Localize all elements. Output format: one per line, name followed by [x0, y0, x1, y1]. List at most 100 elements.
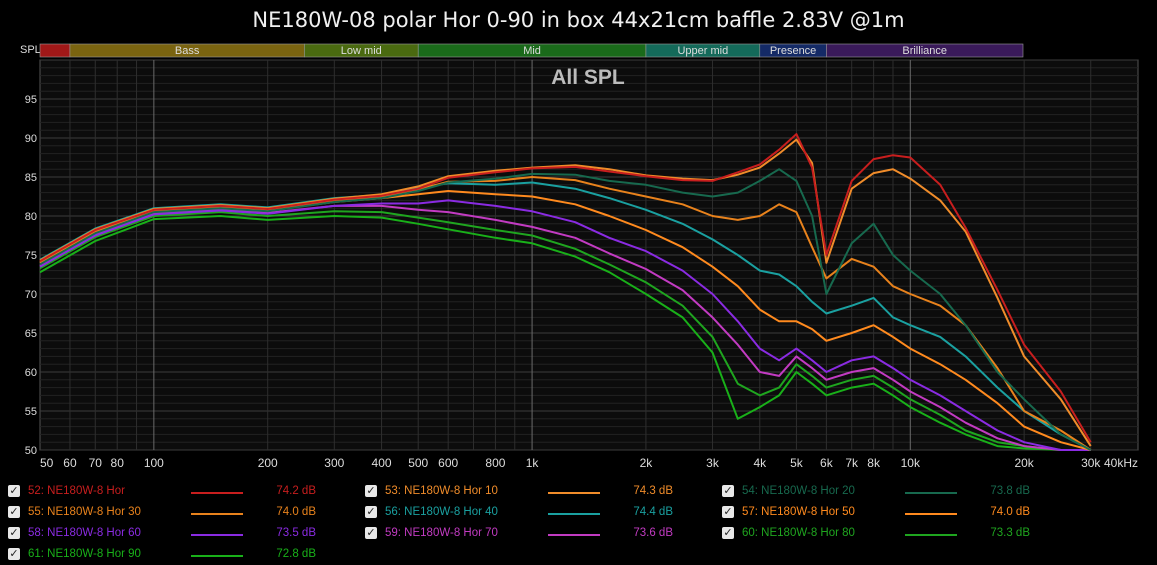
legend-swatch — [191, 492, 243, 494]
x-tick-label: 8k — [867, 456, 881, 470]
legend-value: 74.2 dB — [276, 485, 316, 497]
band-label: Brilliance — [902, 45, 947, 57]
checkbox[interactable]: ✓ — [722, 505, 734, 518]
band-label: Upper mid — [677, 45, 728, 57]
y-tick-label: 95 — [25, 94, 37, 106]
legend-item[interactable]: ✓ 59: NE180W-8 Hor 70 73.6 dB — [365, 524, 685, 544]
x-tick-label: 1k — [526, 456, 540, 470]
legend-item[interactable]: ✓ 53: NE180W-8 Hor 10 74.3 dB — [365, 482, 685, 502]
x-tick-label: 300 — [324, 456, 344, 470]
x-tick-label: 3k — [706, 456, 720, 470]
x-tick-label: 50 — [40, 456, 54, 470]
legend-value: 73.6 dB — [633, 527, 673, 539]
legend-swatch — [191, 534, 243, 536]
band-label: Low mid — [341, 45, 382, 57]
legend-item[interactable]: ✓ 60: NE180W-8 Hor 80 73.3 dB — [722, 524, 1042, 544]
x-tick-label: 400 — [372, 456, 392, 470]
checkbox[interactable]: ✓ — [8, 484, 20, 497]
checkbox[interactable]: ✓ — [365, 484, 377, 497]
x-tick-label: 60 — [63, 456, 77, 470]
chart-area: SPL Bass Low mid Mid Upper mid Presence Brill… — [20, 43, 1139, 470]
legend-item[interactable]: ✓ 56: NE180W-8 Hor 40 74.4 dB — [365, 503, 685, 523]
x-tick-label: 800 — [485, 456, 505, 470]
legend-value: 73.3 dB — [990, 527, 1030, 539]
legend-label: 55: NE180W-8 Hor 30 — [28, 506, 141, 518]
y-tick-label: 80 — [25, 211, 37, 223]
legend-swatch — [191, 513, 243, 515]
legend-item[interactable]: ✓ 61: NE180W-8 Hor 90 72.8 dB — [8, 545, 328, 565]
checkbox[interactable]: ✓ — [8, 547, 20, 560]
legend-value: 72.8 dB — [276, 548, 316, 560]
chart-subtitle: All SPL — [551, 66, 625, 89]
legend-item[interactable]: ✓ 55: NE180W-8 Hor 30 74.0 dB — [8, 503, 328, 523]
series-line — [39, 210, 1091, 451]
band-segment — [826, 43, 1024, 58]
x-tick-label: 5k — [790, 456, 804, 470]
band-label: Presence — [770, 45, 816, 57]
x-tick-label: 500 — [408, 456, 428, 470]
legend-value: 74.4 dB — [633, 506, 673, 518]
checkbox[interactable]: ✓ — [365, 505, 377, 518]
checkbox[interactable]: ✓ — [8, 505, 20, 518]
frequency-band-bar: Bass Low mid Mid Upper mid Presence Brillianc… — [39, 43, 1024, 58]
legend-label: 61: NE180W-8 Hor 90 — [28, 548, 141, 560]
y-axis-label: SPL — [20, 44, 41, 56]
y-tick-label: 90 — [25, 133, 37, 145]
legend-value: 73.5 dB — [276, 527, 316, 539]
legend-value: 74.0 dB — [276, 506, 316, 518]
legend-item[interactable]: ✓ 57: NE180W-8 Hor 50 74.0 dB — [722, 503, 1042, 523]
series-lines — [39, 133, 1092, 451]
checkbox[interactable]: ✓ — [8, 526, 20, 539]
legend-label: 57: NE180W-8 Hor 50 — [742, 506, 855, 518]
chart-title: NE180W-08 polar Hor 0-90 in box 44x21cm … — [252, 8, 905, 32]
x-tick-label: 30k — [1081, 456, 1101, 470]
x-tick-label: 70 — [89, 456, 103, 470]
y-tick-label: 65 — [25, 328, 37, 340]
checkbox[interactable]: ✓ — [722, 526, 734, 539]
x-tick-label: 600 — [438, 456, 458, 470]
legend-swatch — [548, 513, 600, 515]
series-line — [39, 199, 1091, 451]
legend-value: 74.3 dB — [633, 485, 673, 497]
x-tick-label: 10k — [901, 456, 921, 470]
series-line — [39, 133, 1092, 443]
series-line — [39, 215, 1091, 451]
y-tick-label: 55 — [25, 406, 37, 418]
legend-item[interactable]: ✓ 52: NE180W-8 Hor 74.2 dB — [8, 482, 328, 502]
grid — [40, 59, 1138, 451]
y-tick-label: 75 — [25, 250, 37, 262]
axis-ticks: 50 60 70 80 100 200 300 400 500 600 800 1k 2k 3k 4k 5k 6… — [25, 94, 1138, 470]
x-tick-label: 6k — [820, 456, 834, 470]
legend-label: 54: NE180W-8 Hor 20 — [742, 485, 855, 497]
band-label: Mid — [523, 45, 541, 57]
legend-swatch — [905, 513, 957, 515]
legend-value: 74.0 dB — [990, 506, 1030, 518]
x-tick-label: 80 — [111, 456, 125, 470]
legend-swatch — [905, 534, 957, 536]
x-tick-label: 40kHz — [1104, 456, 1138, 470]
legend-item[interactable]: ✓ 58: NE180W-8 Hor 60 73.5 dB — [8, 524, 328, 544]
x-tick-label: 200 — [258, 456, 278, 470]
x-tick-label: 100 — [144, 456, 164, 470]
checkbox[interactable]: ✓ — [722, 484, 734, 497]
y-tick-label: 70 — [25, 289, 37, 301]
legend-swatch — [548, 534, 600, 536]
legend-label: 56: NE180W-8 Hor 40 — [385, 506, 498, 518]
x-tick-label: 2k — [640, 456, 654, 470]
legend-label: 53: NE180W-8 Hor 10 — [385, 485, 498, 497]
x-tick-label: 4k — [753, 456, 767, 470]
checkbox[interactable]: ✓ — [365, 526, 377, 539]
legend-label: 52: NE180W-8 Hor — [28, 485, 125, 497]
legend: ✓ 52: NE180W-8 Hor 74.2 dB ✓ 53: NE180W-8 Ho… — [0, 478, 1157, 564]
legend-label: 60: NE180W-8 Hor 80 — [742, 527, 855, 539]
legend-label: 58: NE180W-8 Hor 60 — [28, 527, 141, 539]
legend-item[interactable]: ✓ 54: NE180W-8 Hor 20 73.8 dB — [722, 482, 1042, 502]
y-tick-label: 85 — [25, 172, 37, 184]
legend-swatch — [548, 492, 600, 494]
band-segment — [39, 43, 71, 58]
series-line — [39, 168, 1092, 451]
x-tick-label: 20k — [1014, 456, 1034, 470]
band-label: Bass — [175, 45, 200, 57]
y-tick-label: 60 — [25, 367, 37, 379]
x-tick-label: 7k — [845, 456, 859, 470]
